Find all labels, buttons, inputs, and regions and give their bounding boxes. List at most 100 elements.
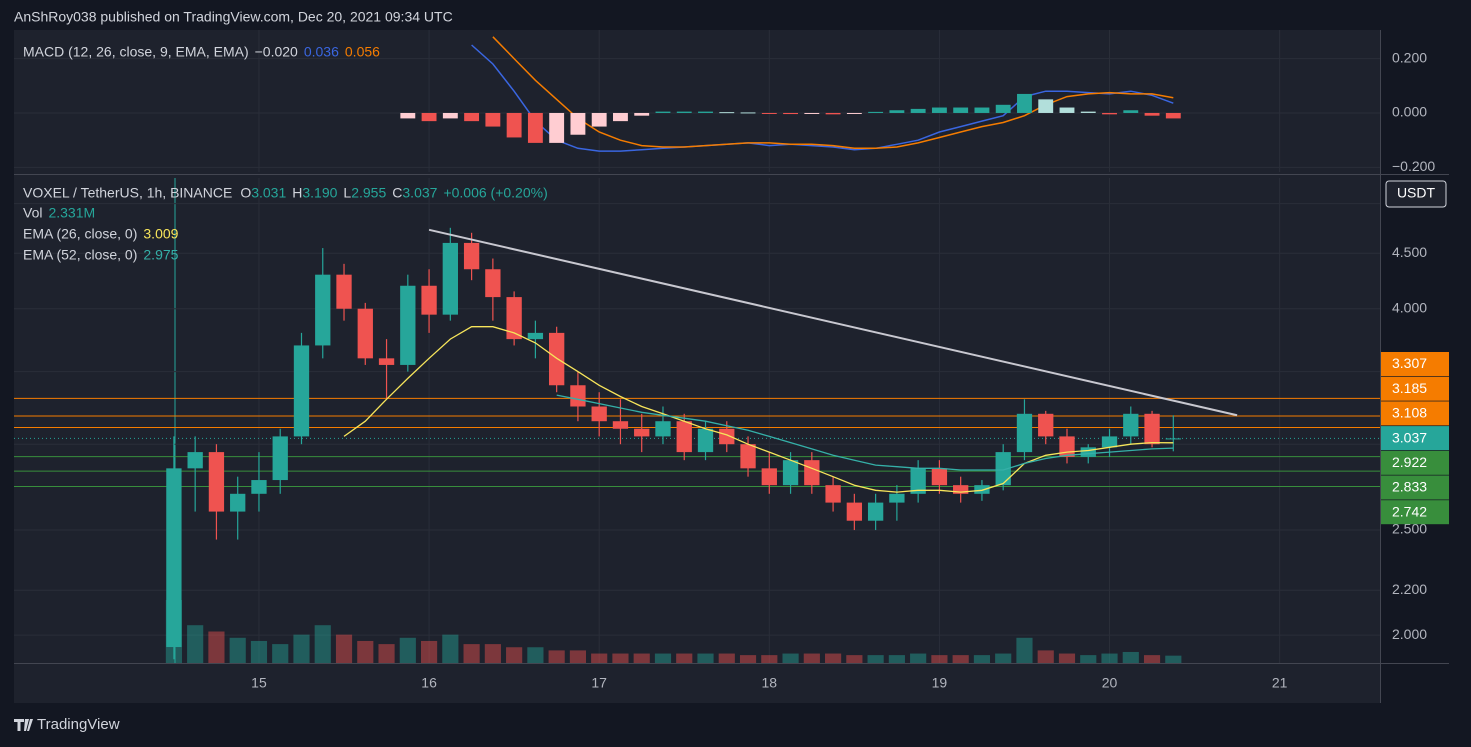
candle-body [570, 385, 586, 407]
legend-text: C [392, 185, 402, 201]
volume-bar [484, 644, 501, 663]
macd-histogram-bar [740, 112, 756, 114]
candle-body [867, 502, 884, 521]
macd-histogram-bar [676, 111, 692, 113]
legend-text: H [292, 185, 302, 201]
volume-bar [420, 640, 438, 663]
legend-text: 2.331M [48, 205, 95, 221]
volume-bar [1080, 655, 1097, 663]
volume-bar [973, 655, 991, 663]
candle-body [400, 285, 416, 365]
candle-body [1080, 447, 1096, 457]
macd-histogram-bar [1080, 111, 1096, 113]
candle-body [634, 428, 650, 437]
candle-body [612, 421, 629, 429]
volume-bar [697, 653, 714, 663]
legend-text: L [343, 185, 351, 201]
volume-bar [229, 637, 246, 663]
volume-bar [548, 650, 565, 663]
legend-text: EMA (26, close, 0) [23, 226, 137, 242]
volume-bar [910, 653, 927, 663]
candle-body [549, 332, 565, 386]
candle-body [974, 485, 990, 494]
macd-histogram-bar [1059, 107, 1075, 113]
volume-bar [761, 655, 778, 663]
volume-bar [676, 653, 693, 663]
macd-histogram-bar [1144, 112, 1160, 116]
volume-bar [825, 653, 842, 663]
legend-text: EMA (52, close, 0) [23, 247, 137, 263]
candle-body [676, 421, 692, 453]
x-tick-label: 17 [591, 675, 607, 691]
level-label: 3.037 [1392, 429, 1427, 445]
ema-line [343, 326, 1174, 493]
plot-area [14, 30, 1380, 703]
candle-body [187, 452, 203, 469]
legend-text: −0.020 [255, 44, 298, 60]
volume-bar [654, 653, 672, 663]
legend-text: 0.036 [304, 44, 339, 60]
macd-histogram-bar [995, 104, 1011, 113]
candle-body [910, 468, 926, 494]
volume-bar [314, 625, 331, 663]
legend-text: 3.009 [143, 226, 178, 242]
currency: USDT [1397, 185, 1436, 201]
signal-line [492, 36, 1174, 150]
ema-line [556, 394, 1174, 471]
level-label-box [1381, 376, 1449, 401]
x-tick-label: 18 [762, 675, 778, 691]
macd-histogram-bar [1017, 93, 1032, 113]
volume-bar [1101, 653, 1118, 663]
candle-body [230, 493, 246, 512]
macd-histogram-bar [698, 111, 713, 113]
macd-histogram-bar [613, 112, 628, 122]
candle-body [1144, 413, 1160, 445]
candle-body [953, 485, 969, 494]
candle-body [421, 285, 437, 315]
level-label-box [1381, 475, 1449, 500]
macd-histogram-bar [570, 112, 586, 135]
macd-histogram-bar [783, 112, 799, 115]
legend-text: 0.056 [345, 44, 380, 60]
volume-bar [995, 653, 1012, 663]
volume-bar [357, 640, 374, 663]
x-tick-label: 16 [421, 675, 437, 691]
volume-bar [527, 647, 544, 663]
level-label-box [1381, 450, 1449, 475]
volume-bar [335, 634, 353, 663]
volume-bar [399, 637, 416, 663]
volume-bar [803, 653, 820, 663]
level-label: 2.922 [1392, 454, 1427, 470]
level-label-box [1381, 500, 1449, 525]
macd-histogram-bar [549, 112, 565, 143]
price-pane [14, 227, 1380, 660]
volume-bar [1058, 653, 1076, 663]
y-tick-label: 4.000 [1392, 299, 1427, 315]
volume-bar [442, 634, 459, 663]
macd-histogram-bar [719, 112, 735, 114]
volume-bar [463, 644, 480, 663]
volume-bar [1143, 655, 1161, 663]
level-label-box [1381, 426, 1449, 451]
y-tick-label: 2.000 [1392, 626, 1427, 642]
x-tick-label: 19 [932, 675, 948, 691]
volume-bar [506, 647, 523, 663]
volume-bar [569, 650, 587, 663]
volume-bar [931, 655, 948, 663]
volume-bar [718, 653, 735, 663]
candle-body [506, 297, 522, 340]
volume-bar [633, 653, 650, 663]
candle-body [1059, 436, 1075, 457]
volume-bar [378, 644, 395, 663]
macd-histogram-bar [953, 107, 969, 113]
y-tick-label: 4.500 [1392, 244, 1427, 260]
candle-body [1101, 436, 1118, 448]
macd-histogram-bar [1102, 112, 1117, 115]
candle-body [697, 428, 714, 453]
legend-text: 3.031 [251, 185, 286, 201]
y-tick-label: 2.200 [1392, 581, 1427, 597]
volume-bar [187, 625, 204, 663]
x-tick-label: 20 [1102, 675, 1118, 691]
volume-bar [782, 653, 799, 663]
level-label-box [1381, 352, 1449, 376]
